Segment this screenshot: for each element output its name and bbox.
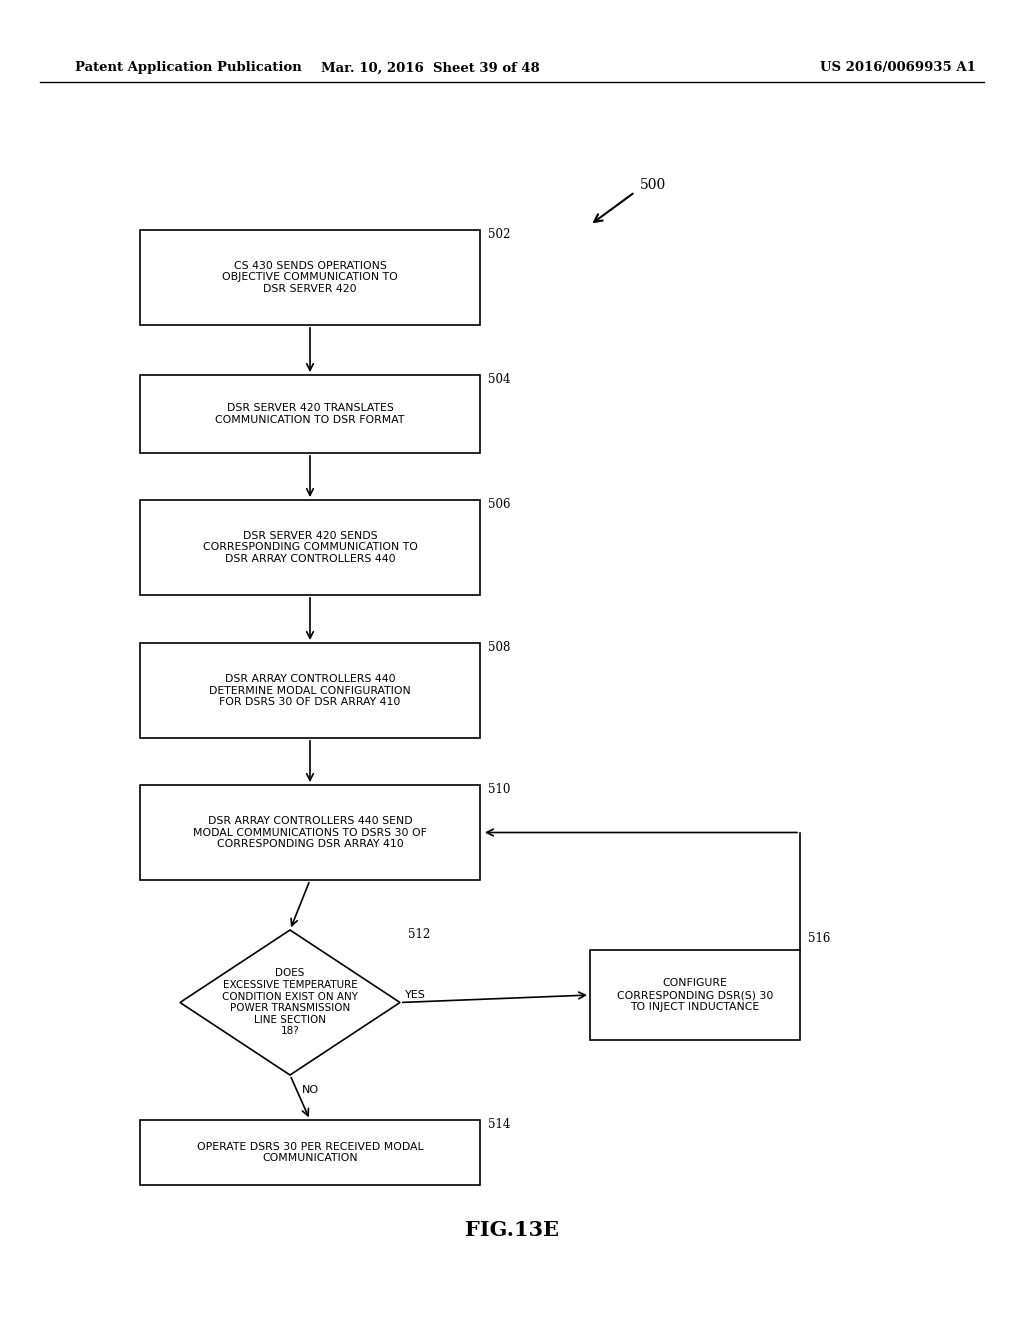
- FancyBboxPatch shape: [590, 950, 800, 1040]
- Text: DSR SERVER 420 TRANSLATES
COMMUNICATION TO DSR FORMAT: DSR SERVER 420 TRANSLATES COMMUNICATION …: [215, 403, 404, 425]
- Text: 510: 510: [488, 783, 510, 796]
- FancyBboxPatch shape: [140, 375, 480, 453]
- Text: FIG.13E: FIG.13E: [465, 1220, 559, 1239]
- Text: Mar. 10, 2016  Sheet 39 of 48: Mar. 10, 2016 Sheet 39 of 48: [321, 62, 540, 74]
- Text: 506: 506: [488, 498, 511, 511]
- Text: CONFIGURE
CORRESPONDING DSR(S) 30
TO INJECT INDUCTANCE: CONFIGURE CORRESPONDING DSR(S) 30 TO INJ…: [616, 978, 773, 1011]
- Text: 512: 512: [408, 928, 430, 941]
- Text: 502: 502: [488, 228, 510, 242]
- Text: DSR SERVER 420 SENDS
CORRESPONDING COMMUNICATION TO
DSR ARRAY CONTROLLERS 440: DSR SERVER 420 SENDS CORRESPONDING COMMU…: [203, 531, 418, 564]
- FancyBboxPatch shape: [140, 785, 480, 880]
- FancyBboxPatch shape: [140, 643, 480, 738]
- Text: OPERATE DSRS 30 PER RECEIVED MODAL
COMMUNICATION: OPERATE DSRS 30 PER RECEIVED MODAL COMMU…: [197, 1142, 423, 1163]
- Text: DOES
EXCESSIVE TEMPERATURE
CONDITION EXIST ON ANY
POWER TRANSMISSION
LINE SECTIO: DOES EXCESSIVE TEMPERATURE CONDITION EXI…: [222, 969, 358, 1036]
- FancyBboxPatch shape: [140, 230, 480, 325]
- Text: 514: 514: [488, 1118, 510, 1131]
- Text: DSR ARRAY CONTROLLERS 440
DETERMINE MODAL CONFIGURATION
FOR DSRS 30 OF DSR ARRAY: DSR ARRAY CONTROLLERS 440 DETERMINE MODA…: [209, 675, 411, 708]
- Text: 516: 516: [808, 932, 830, 945]
- Text: YES: YES: [406, 990, 426, 999]
- Text: CS 430 SENDS OPERATIONS
OBJECTIVE COMMUNICATION TO
DSR SERVER 420: CS 430 SENDS OPERATIONS OBJECTIVE COMMUN…: [222, 261, 398, 294]
- Polygon shape: [180, 931, 400, 1074]
- Text: 500: 500: [640, 178, 667, 191]
- FancyBboxPatch shape: [140, 500, 480, 595]
- Text: Patent Application Publication: Patent Application Publication: [75, 62, 302, 74]
- Text: DSR ARRAY CONTROLLERS 440 SEND
MODAL COMMUNICATIONS TO DSRS 30 OF
CORRESPONDING : DSR ARRAY CONTROLLERS 440 SEND MODAL COM…: [194, 816, 427, 849]
- Text: 504: 504: [488, 374, 511, 385]
- Text: US 2016/0069935 A1: US 2016/0069935 A1: [820, 62, 976, 74]
- Text: NO: NO: [302, 1085, 319, 1096]
- FancyBboxPatch shape: [140, 1119, 480, 1185]
- Text: 508: 508: [488, 642, 510, 653]
